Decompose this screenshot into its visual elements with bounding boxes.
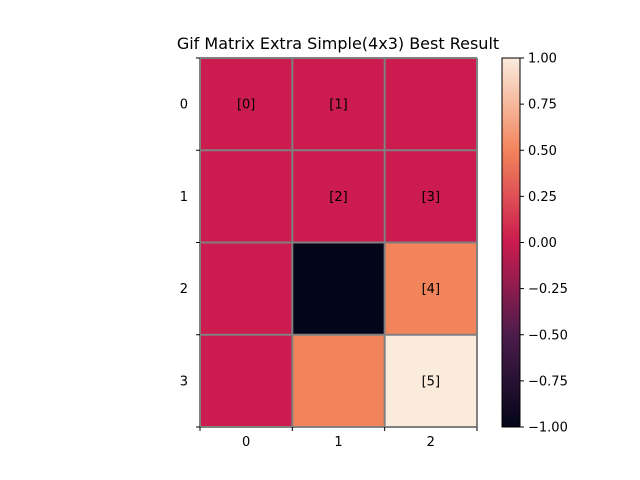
cell-label-r3-c2: [5] <box>422 374 440 389</box>
heatmap-cell-r3-c0 <box>200 334 293 427</box>
colorbar-tick-label: 0.00 <box>528 236 557 251</box>
heatmap-cell-r0-c2 <box>384 58 477 151</box>
y-axis: 0 1 2 3 <box>180 57 200 428</box>
colorbar-tick-label: 0.50 <box>528 144 557 159</box>
cell-label-r1-c2: [3] <box>422 190 440 205</box>
colorbar-tick-label: −0.75 <box>528 374 568 389</box>
cell-label-r0-c0: [0] <box>237 98 255 113</box>
heatmap-cell-r1-c0 <box>200 150 293 243</box>
y-tick-label: 3 <box>180 374 188 389</box>
cell-label-r1-c1: [2] <box>329 190 347 205</box>
cell-labels: [0] [1] [2] [3] [4] [5] <box>237 98 440 390</box>
x-tick-label: 1 <box>334 435 342 450</box>
cell-label-r2-c2: [4] <box>422 282 440 297</box>
heatmap-cell-r2-c2 <box>384 242 477 335</box>
heatmap-cell-r3-c1 <box>292 334 385 427</box>
colorbar-tick-label: −0.25 <box>528 282 568 297</box>
x-tick-label: 2 <box>427 435 435 450</box>
y-tick-label: 2 <box>180 282 188 297</box>
heatmap-cell-r0-c1 <box>292 58 385 151</box>
x-tick-label: 0 <box>242 435 250 450</box>
heatmap-cell-r0-c0 <box>200 58 293 151</box>
heatmap-cell-r2-c1 <box>292 242 385 335</box>
y-tick-label: 0 <box>180 98 188 113</box>
cell-label-r0-c1: [1] <box>329 98 347 113</box>
colorbar-ticks: 1.00 0.75 0.50 0.25 0.00 −0.25 −0.50 −0.75 −1.00 <box>520 52 568 436</box>
x-axis: 0 1 2 <box>199 427 478 450</box>
heatmap-cell-r2-c0 <box>200 242 293 335</box>
colorbar-tick-label: 0.75 <box>528 98 557 113</box>
colorbar-tick-label: 0.25 <box>528 190 557 205</box>
heatmap-cells <box>200 58 477 427</box>
heatmap-cell-r1-c1 <box>292 150 385 243</box>
heatmap-cell-r3-c2 <box>384 334 477 427</box>
heatmap-cell-r1-c2 <box>384 150 477 243</box>
colorbar-tick-label: −1.00 <box>528 421 568 436</box>
colorbar-tick-label: −0.50 <box>528 328 568 343</box>
colorbar-tick-label: 1.00 <box>528 52 557 67</box>
y-tick-label: 1 <box>180 190 188 205</box>
colorbar-gradient <box>502 58 520 427</box>
chart-title: Gif Matrix Extra Simple(4x3) Best Result <box>177 34 499 53</box>
colorbar: 1.00 0.75 0.50 0.25 0.00 −0.25 −0.50 −0.75 −1.00 <box>501 52 568 436</box>
